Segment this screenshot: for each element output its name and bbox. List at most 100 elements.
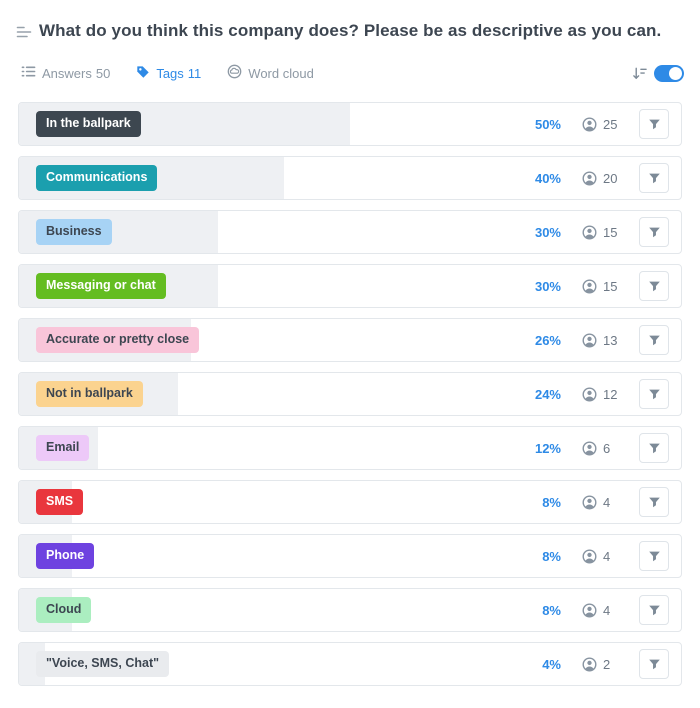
tab-answers[interactable]: Answers 50 bbox=[21, 64, 110, 82]
filter-button[interactable] bbox=[639, 271, 669, 301]
row-content: Business 30% 15 bbox=[19, 211, 681, 253]
tag-row: Messaging or chat 30% 15 bbox=[18, 264, 682, 308]
percent-value: 24% bbox=[534, 386, 561, 402]
row-content: "Voice, SMS, Chat" 4% 2 bbox=[19, 643, 681, 685]
tag-row: Cloud 8% 4 bbox=[18, 588, 682, 632]
page-title: What do you think this company does? Ple… bbox=[39, 21, 662, 40]
person-icon bbox=[582, 225, 597, 240]
respondents: 13 bbox=[582, 333, 626, 348]
tabs-right-controls bbox=[632, 64, 684, 82]
respondent-count: 20 bbox=[603, 170, 618, 186]
respondents: 4 bbox=[582, 549, 626, 564]
filter-button[interactable] bbox=[639, 379, 669, 409]
respondents: 15 bbox=[582, 279, 626, 294]
percent-value: 8% bbox=[542, 548, 561, 564]
toggle-knob bbox=[669, 66, 682, 80]
tag-label: Accurate or pretty close bbox=[46, 332, 190, 347]
tag-pill[interactable]: Not in ballpark bbox=[36, 381, 143, 407]
row-content: Accurate or pretty close 26% 13 bbox=[19, 319, 681, 361]
filter-button[interactable] bbox=[639, 487, 669, 517]
filter-icon bbox=[648, 388, 661, 401]
row-content: Messaging or chat 30% 15 bbox=[19, 265, 681, 307]
question-header: What do you think this company does? Ple… bbox=[0, 0, 700, 45]
person-icon bbox=[582, 441, 597, 456]
tag-row: Business 30% 15 bbox=[18, 210, 682, 254]
filter-button[interactable] bbox=[639, 541, 669, 571]
person-icon bbox=[582, 549, 597, 564]
filter-button[interactable] bbox=[639, 595, 669, 625]
respondent-count: 6 bbox=[603, 440, 611, 456]
tag-pill[interactable]: SMS bbox=[36, 489, 84, 515]
tag-label: Communications bbox=[46, 170, 148, 185]
percent-value: 30% bbox=[534, 224, 561, 240]
view-tabs: Answers 50 Tags 11 Word cloud bbox=[0, 64, 700, 82]
tag-pill[interactable]: Communications bbox=[36, 165, 158, 191]
filter-button[interactable] bbox=[639, 217, 669, 247]
tag-row: Email 12% 6 bbox=[18, 426, 682, 470]
filter-icon bbox=[648, 658, 661, 671]
tag-pill[interactable]: Accurate or pretty close bbox=[36, 327, 200, 353]
tag-label: "Voice, SMS, Chat" bbox=[46, 656, 160, 671]
tag-pill[interactable]: Business bbox=[36, 219, 112, 245]
filter-button[interactable] bbox=[639, 109, 669, 139]
respondent-count: 4 bbox=[603, 494, 611, 510]
sort-descending-icon[interactable] bbox=[632, 66, 647, 81]
respondents: 15 bbox=[582, 225, 626, 240]
tag-label: Business bbox=[46, 224, 102, 239]
row-content: Not in ballpark 24% 12 bbox=[19, 373, 681, 415]
person-icon bbox=[582, 279, 597, 294]
respondent-count: 2 bbox=[603, 656, 611, 672]
tag-row: Accurate or pretty close 26% 13 bbox=[18, 318, 682, 362]
row-content: SMS 8% 4 bbox=[19, 481, 681, 523]
row-content: Email 12% 6 bbox=[19, 427, 681, 469]
row-content: Phone 8% 4 bbox=[19, 535, 681, 577]
list-icon bbox=[21, 64, 36, 82]
tag-row: "Voice, SMS, Chat" 4% 2 bbox=[18, 642, 682, 686]
row-content: Cloud 8% 4 bbox=[19, 589, 681, 631]
tag-pill[interactable]: In the ballpark bbox=[36, 111, 141, 137]
filter-icon bbox=[648, 334, 661, 347]
percent-value: 4% bbox=[542, 656, 561, 672]
tag-row: Not in ballpark 24% 12 bbox=[18, 372, 682, 416]
respondent-count: 25 bbox=[603, 116, 618, 132]
person-icon bbox=[582, 171, 597, 186]
tag-row: SMS 8% 4 bbox=[18, 480, 682, 524]
tag-row: Phone 8% 4 bbox=[18, 534, 682, 578]
percent-value: 50% bbox=[534, 116, 561, 132]
person-icon bbox=[582, 495, 597, 510]
filter-button[interactable] bbox=[639, 433, 669, 463]
respondents: 20 bbox=[582, 171, 626, 186]
person-icon bbox=[582, 603, 597, 618]
person-icon bbox=[582, 387, 597, 402]
respondents: 25 bbox=[582, 117, 626, 132]
tag-pill[interactable]: Messaging or chat bbox=[36, 273, 166, 299]
tag-pill[interactable]: Cloud bbox=[36, 597, 92, 623]
respondent-count: 12 bbox=[603, 386, 618, 402]
filter-icon bbox=[648, 280, 661, 293]
tag-icon bbox=[136, 65, 150, 82]
filter-icon bbox=[648, 226, 661, 239]
percent-value: 8% bbox=[542, 602, 561, 618]
tab-tags[interactable]: Tags 11 bbox=[136, 65, 201, 82]
filter-icon bbox=[648, 604, 661, 617]
filter-icon bbox=[648, 496, 661, 509]
tag-row: In the ballpark 50% 25 bbox=[18, 102, 682, 146]
tab-label: Answers bbox=[42, 65, 92, 81]
tag-pill[interactable]: Phone bbox=[36, 543, 95, 569]
filter-icon bbox=[648, 550, 661, 563]
percent-toggle[interactable] bbox=[654, 64, 684, 82]
filter-icon bbox=[648, 442, 661, 455]
percent-value: 30% bbox=[534, 278, 561, 294]
tab-label: Word cloud bbox=[248, 65, 314, 81]
tag-pill[interactable]: Email bbox=[36, 435, 90, 461]
tag-label: Phone bbox=[46, 548, 85, 563]
filter-button[interactable] bbox=[639, 649, 669, 679]
filter-button[interactable] bbox=[639, 325, 669, 355]
respondents: 4 bbox=[582, 603, 626, 618]
tag-pill[interactable]: "Voice, SMS, Chat" bbox=[36, 651, 170, 677]
row-content: In the ballpark 50% 25 bbox=[19, 103, 681, 145]
tab-word-cloud[interactable]: Word cloud bbox=[227, 64, 314, 82]
tag-label: Cloud bbox=[46, 602, 82, 617]
respondent-count: 4 bbox=[603, 548, 611, 564]
filter-button[interactable] bbox=[639, 163, 669, 193]
